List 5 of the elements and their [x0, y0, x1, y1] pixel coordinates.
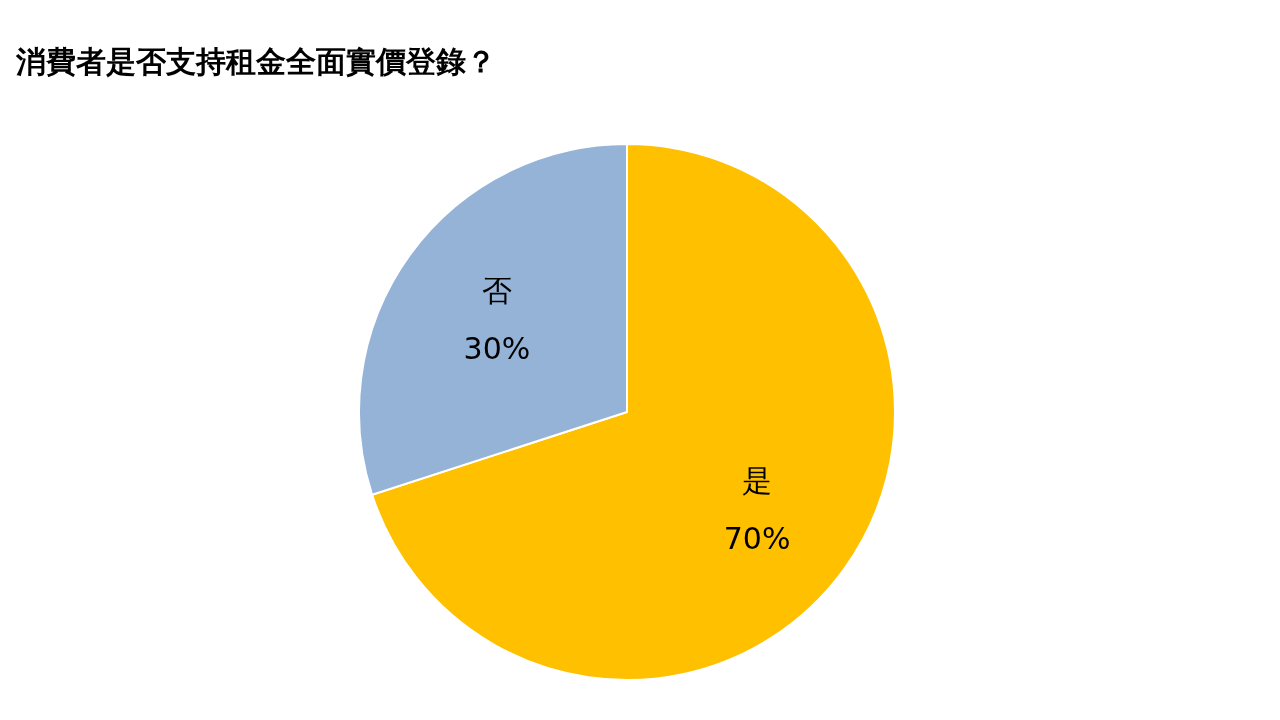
- chart-title: 消費者是否支持租金全面實價登錄？: [16, 43, 496, 81]
- slice-label: 否: [481, 273, 512, 309]
- data-label: 30%: [463, 331, 531, 367]
- data-label: 70%: [723, 520, 791, 556]
- slice-label: 是: [742, 462, 773, 498]
